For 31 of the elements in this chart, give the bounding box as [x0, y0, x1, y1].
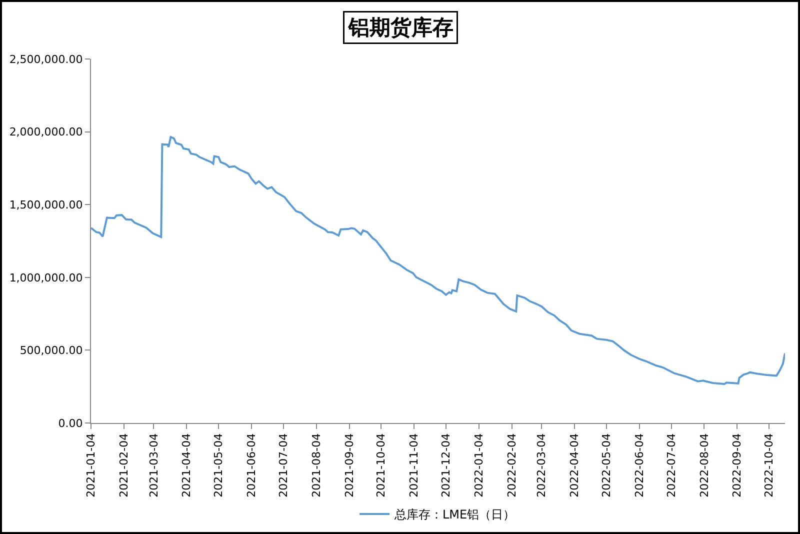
legend-label: 总库存：LME铝（日）	[394, 508, 516, 522]
x-tick-label: 2021-04-04	[180, 433, 194, 498]
x-tick-label: 2022-03-04	[535, 433, 548, 498]
x-tick-label: 2022-07-04	[664, 433, 678, 498]
x-tick-label: 2021-08-04	[310, 433, 323, 498]
x-tick-label: 2021-06-04	[245, 433, 258, 498]
x-tick-label: 2021-03-04	[147, 433, 160, 498]
line-series	[91, 136, 785, 385]
x-tick-label: 2021-10-04	[374, 433, 388, 498]
y-tick-label: 2,000,000.00	[9, 126, 83, 139]
x-tick-label: 2021-01-04	[84, 433, 98, 498]
x-tick-label: 2022-10-04	[762, 433, 776, 498]
y-tick-label: 2,500,000.00	[9, 52, 83, 66]
x-tick-label: 2021-09-04	[342, 433, 356, 498]
x-tick-label: 2022-02-04	[505, 433, 518, 498]
x-tick-label: 2021-05-04	[212, 433, 226, 498]
y-tick-label: 0.00	[58, 416, 83, 430]
x-tick-label: 2021-07-04	[276, 433, 290, 498]
x-tick-label: 2022-09-04	[730, 433, 744, 498]
x-tick-label: 2022-08-04	[698, 433, 711, 498]
x-tick-label: 2021-11-04	[408, 433, 421, 498]
y-tick-label: 500,000.00	[20, 344, 83, 358]
x-tick-label: 2022-04-04	[568, 433, 582, 498]
x-tick-label: 2022-06-04	[632, 433, 646, 498]
x-tick-label: 2021-12-04	[440, 433, 453, 498]
y-tick-label: 1,000,000.00	[9, 271, 83, 284]
x-tick-label: 2022-05-04	[600, 433, 614, 498]
x-tick-label: 2022-01-04	[472, 433, 486, 498]
chart-title: 铝期货库存	[348, 16, 454, 40]
x-tick-label: 2021-02-04	[118, 433, 131, 498]
y-tick-label: 1,500,000.00	[9, 198, 83, 212]
